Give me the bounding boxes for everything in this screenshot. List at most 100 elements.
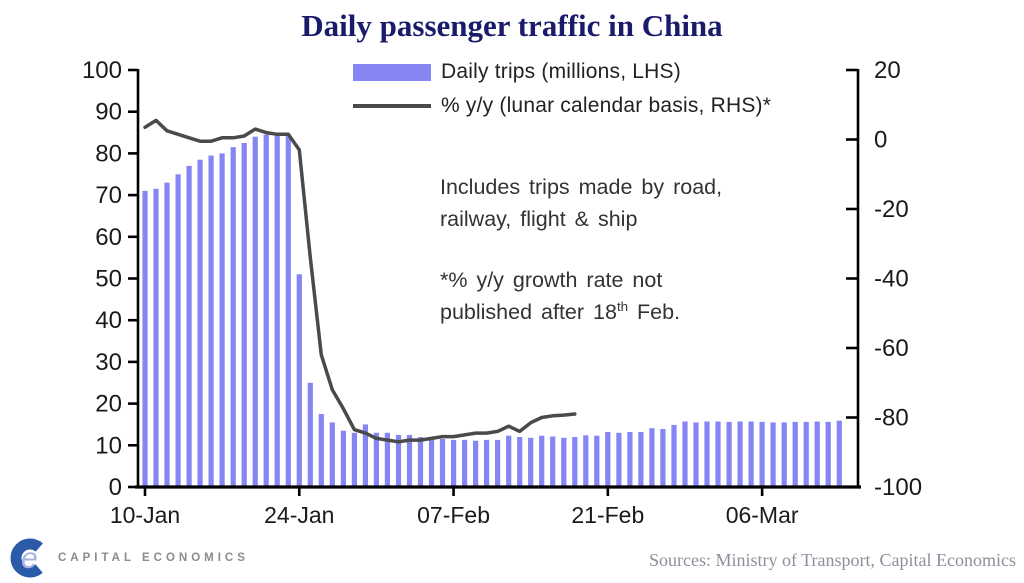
- bar: [307, 382, 313, 488]
- y-right-tick-label: -40: [874, 266, 909, 293]
- bar: [583, 435, 589, 487]
- bar: [770, 422, 776, 487]
- legend-label-daily-trips: Daily trips (millions, LHS): [441, 60, 681, 83]
- bar: [605, 432, 611, 487]
- x-tick-label: 07-Feb: [417, 502, 490, 528]
- annotation-footnote: *% y/y growth rate not published after 1…: [440, 268, 681, 324]
- bar: [451, 439, 457, 487]
- bar: [462, 439, 468, 487]
- y-left-tick-label: 30: [95, 349, 122, 376]
- bar: [164, 182, 170, 487]
- bar: [627, 432, 633, 487]
- y-left-tick-label: 50: [95, 266, 122, 293]
- logo-c-shape: [10, 538, 50, 578]
- y-left-tick-label: 80: [95, 140, 122, 167]
- bar: [274, 132, 280, 487]
- bar: [649, 428, 655, 487]
- y-left-tick-label: 70: [95, 182, 122, 209]
- bar: [142, 190, 148, 487]
- chart-annotations: Includes trips made by road, railway, fl…: [440, 172, 850, 328]
- legend-bar-swatch: [353, 64, 431, 81]
- bar: [693, 422, 699, 487]
- bar: [428, 439, 435, 487]
- logo-e-glyph: e: [21, 542, 38, 575]
- y-right-tick-label: 20: [874, 57, 901, 84]
- y-right-tick-label: -20: [874, 196, 909, 223]
- bar: [517, 437, 523, 487]
- capital-economics-logo-icon: e: [10, 538, 50, 578]
- bar: [836, 420, 842, 487]
- bar: [296, 274, 302, 487]
- bar: [351, 432, 357, 487]
- bar: [473, 440, 479, 487]
- x-tick-label: 21-Feb: [571, 502, 644, 528]
- bar: [373, 432, 379, 487]
- bar: [406, 434, 413, 487]
- bar: [715, 421, 721, 487]
- x-tick-label: 10-Jan: [110, 502, 180, 528]
- bar: [219, 153, 225, 487]
- bar: [495, 439, 501, 487]
- bar: [263, 134, 269, 487]
- bar: [384, 432, 390, 487]
- bar: [340, 430, 346, 487]
- bar: [175, 174, 181, 488]
- y-right-tick-label: -60: [874, 335, 909, 362]
- x-tick-label: 06-Mar: [726, 502, 799, 528]
- sources-note: Sources: Ministry of Transport, Capital …: [649, 550, 1016, 570]
- bar: [792, 421, 798, 487]
- bar: [318, 414, 324, 487]
- annotation-coverage: Includes trips made by road, railway, fl…: [440, 175, 723, 231]
- bar: [682, 421, 688, 487]
- bar: [506, 435, 512, 487]
- y-right-tick-label: -100: [874, 474, 922, 501]
- y-left-tick-label: 60: [95, 224, 122, 251]
- y-left-tick-label: 100: [82, 57, 122, 84]
- bar: [186, 165, 192, 487]
- bar: [616, 432, 622, 487]
- y-left-tick-label: 40: [95, 307, 122, 334]
- bar: [550, 436, 556, 487]
- bar: [759, 421, 765, 487]
- y-left-tick-label: 20: [95, 391, 122, 418]
- legend-label-yoy: % y/y (lunar calendar basis, RHS)*: [441, 94, 772, 117]
- bar: [230, 147, 236, 487]
- bar: [417, 437, 424, 487]
- bar: [781, 422, 787, 487]
- bar: [362, 424, 368, 487]
- bar: [814, 421, 820, 487]
- bar: [572, 437, 578, 487]
- y-left-tick-label: 0: [109, 474, 122, 501]
- bar: [285, 134, 291, 487]
- bar: [153, 188, 159, 488]
- legend-line-swatch: [353, 104, 431, 108]
- bar: [660, 429, 666, 487]
- bar: [638, 432, 644, 487]
- y-left-tick-label: 10: [95, 432, 122, 459]
- bar: [704, 421, 710, 487]
- bar: [539, 435, 545, 487]
- bar: [395, 434, 402, 487]
- bar: [748, 421, 754, 487]
- bar: [671, 424, 677, 487]
- x-tick-label: 24-Jan: [264, 502, 334, 528]
- bar: [439, 439, 446, 487]
- bar: [252, 136, 258, 487]
- bar: [484, 439, 490, 487]
- chart-title: Daily passenger traffic in China: [301, 8, 723, 43]
- y-right-tick-label: 0: [874, 127, 887, 154]
- y-right-tick-label: -80: [874, 405, 909, 432]
- bar: [825, 421, 831, 487]
- y-left-tick-label: 90: [95, 99, 122, 126]
- bar: [197, 159, 203, 487]
- brand-name: CAPITAL ECONOMICS: [58, 552, 249, 564]
- bar: [241, 143, 247, 487]
- bar: [528, 437, 534, 487]
- bar: [561, 437, 567, 487]
- bar: [208, 155, 214, 487]
- bar: [737, 421, 743, 487]
- bar: [329, 422, 335, 487]
- yoy-line: [143, 118, 577, 444]
- bar: [594, 435, 600, 487]
